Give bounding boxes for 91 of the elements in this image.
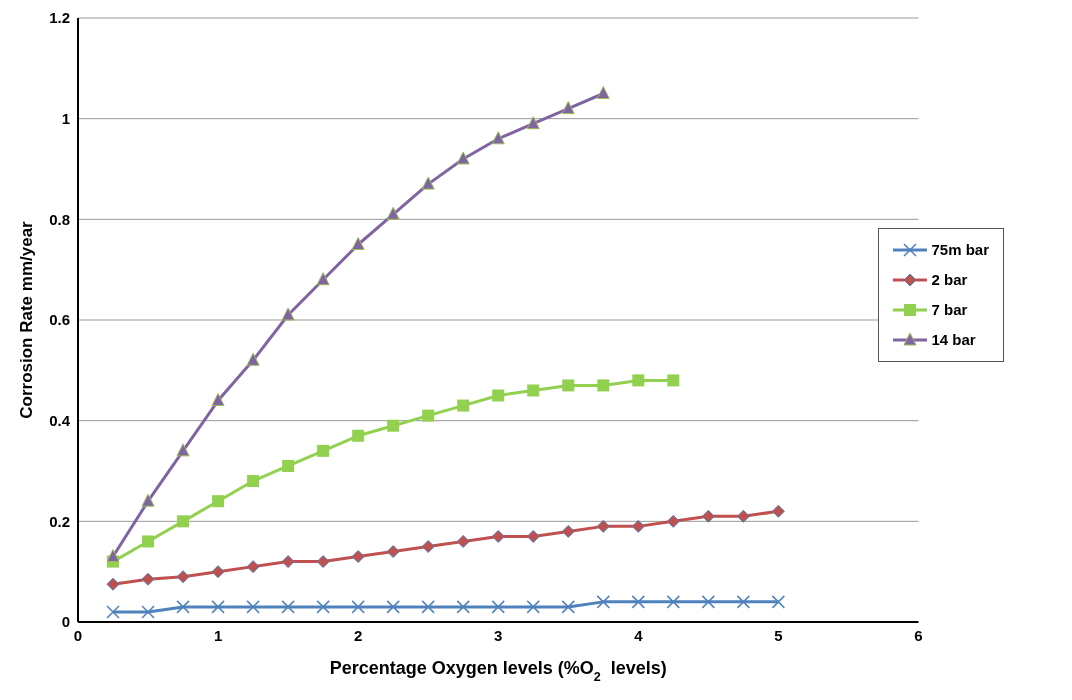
x-tick-label: 6: [914, 626, 923, 644]
point: [421, 600, 435, 614]
point: [526, 529, 540, 543]
point: [491, 529, 505, 543]
point: [246, 600, 260, 614]
x-tick-label: 1: [213, 626, 223, 644]
y-tick-label: 1: [61, 109, 70, 127]
legend-label: 7 bar: [931, 300, 968, 320]
point: [351, 600, 365, 614]
legend-label: 14 bar: [931, 330, 976, 350]
point: [701, 509, 715, 523]
point: [422, 409, 435, 422]
point: [526, 600, 540, 614]
y-tick-label: 0.4: [49, 411, 71, 429]
point: [142, 535, 155, 548]
point: [631, 519, 645, 533]
point: [561, 101, 575, 115]
point: [246, 560, 260, 574]
point: [456, 600, 470, 614]
point: [141, 605, 155, 619]
point: [666, 595, 681, 609]
point: [106, 605, 120, 619]
point: [141, 572, 155, 586]
point: [176, 443, 190, 457]
point: [177, 515, 190, 528]
point: [351, 237, 365, 250]
point: [597, 379, 610, 392]
point: [211, 565, 225, 579]
point: [176, 570, 190, 584]
point: [421, 176, 435, 190]
point: [456, 534, 470, 548]
point: [526, 116, 540, 130]
y-axis-title: Corrosion Rate mm/year: [17, 220, 36, 419]
point: [281, 307, 295, 321]
x-axis-title: Percentage Oxygen levels (%O$_{2}$ levels): [329, 658, 667, 684]
y-tick-label: 0: [61, 613, 70, 631]
y-tick-label: 0.2: [49, 512, 70, 530]
point: [212, 495, 225, 508]
point: [387, 419, 400, 432]
point: [281, 600, 295, 614]
point: [351, 550, 365, 564]
y-tick-label: 0.6: [49, 311, 70, 329]
point: [561, 600, 576, 614]
point: [631, 595, 646, 609]
y-tick-label: 0.8: [49, 210, 70, 228]
point: [771, 504, 785, 518]
point: [771, 595, 786, 609]
point: [456, 151, 470, 165]
point: [247, 475, 260, 488]
point: [282, 459, 295, 472]
point: [316, 600, 330, 614]
point: [491, 131, 505, 145]
point: [561, 524, 575, 538]
y-tick-label: 1.2: [49, 9, 70, 27]
point: [246, 352, 260, 366]
point: [352, 429, 365, 442]
point: [701, 595, 716, 609]
x-tick-label: 2: [353, 626, 363, 644]
point: [666, 514, 680, 528]
point: [562, 379, 575, 392]
point: [421, 540, 435, 553]
point: [176, 600, 190, 614]
point: [211, 393, 225, 407]
point: [596, 595, 611, 609]
point: [211, 600, 225, 614]
point: [492, 389, 505, 402]
point: [596, 519, 610, 533]
x-tick-label: 3: [494, 626, 503, 644]
x-tick-label: 0: [73, 626, 83, 644]
point: [316, 272, 330, 286]
point: [317, 444, 330, 457]
point: [527, 384, 540, 397]
point: [141, 493, 155, 507]
point: [667, 374, 680, 387]
point: [736, 595, 751, 609]
point: [632, 374, 645, 387]
x-tick-label: 4: [634, 626, 644, 644]
point: [386, 545, 400, 559]
point: [736, 509, 750, 523]
point: [386, 206, 400, 220]
point: [316, 555, 330, 569]
legend-label: 75m bar: [931, 240, 989, 260]
point: [596, 86, 610, 99]
x-tick-label: 5: [774, 626, 783, 644]
point: [491, 600, 505, 614]
point: [281, 555, 295, 569]
point: [106, 577, 120, 591]
point: [106, 549, 120, 563]
legend-label: 2 bar: [931, 270, 968, 290]
point: [386, 600, 400, 614]
point: [457, 399, 470, 412]
